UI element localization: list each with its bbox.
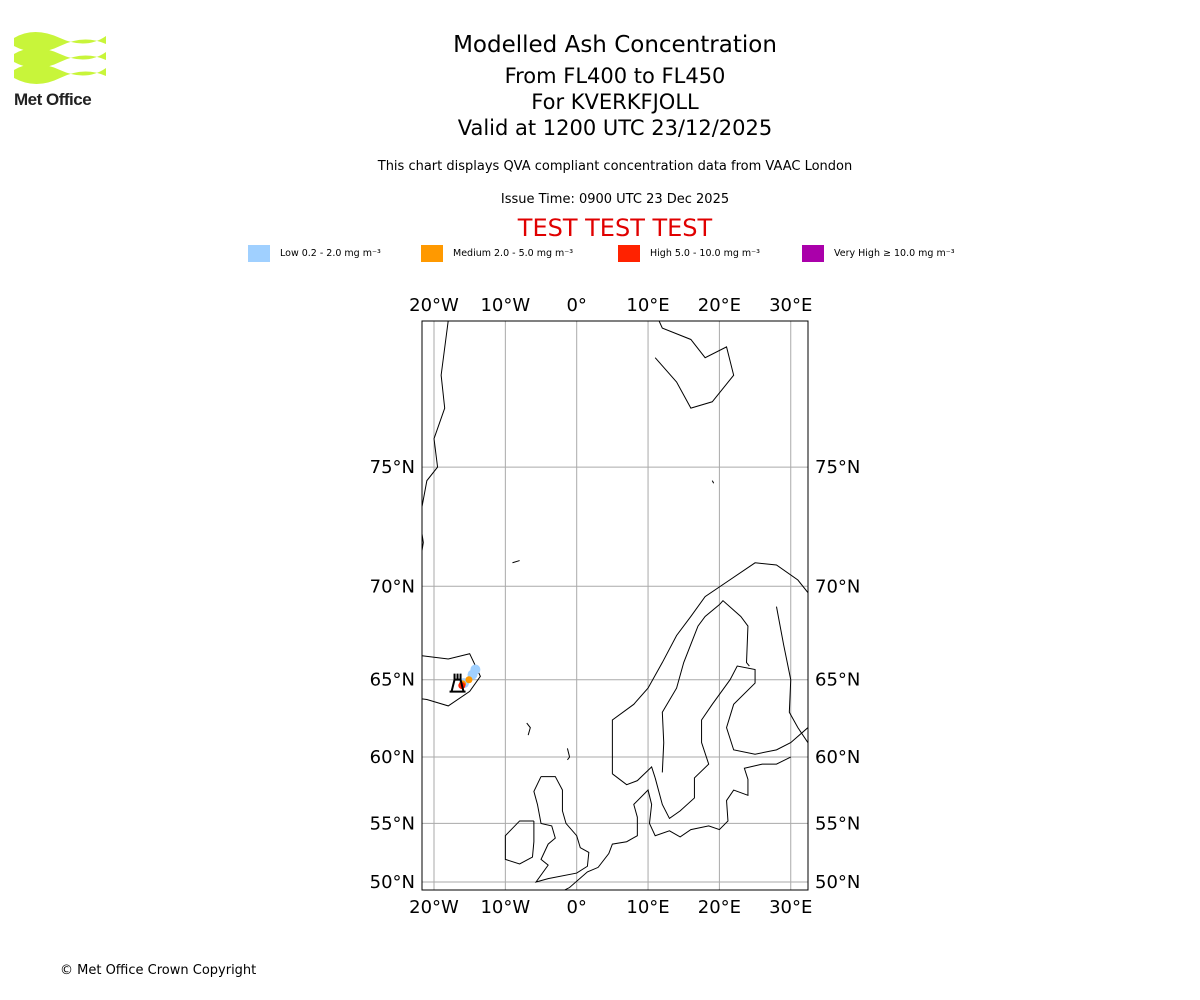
coastline-uk — [533, 776, 590, 883]
legend-label: Low 0.2 - 2.0 mg m⁻³ — [280, 248, 381, 259]
lat-tick-label: 60°N — [370, 747, 415, 768]
legend-swatch — [421, 245, 443, 262]
coastline-svalbard — [654, 321, 735, 409]
issue-time: Issue Time: 0900 UTC 23 Dec 2025 — [500, 192, 730, 207]
lon-tick-label: 20°E — [698, 897, 741, 918]
legend-swatch — [802, 245, 824, 262]
volcano-name: For KVERKFJOLL — [531, 90, 699, 114]
coastline-iceland — [422, 653, 481, 707]
logo-text: Met Office — [14, 90, 92, 109]
legend-swatch — [248, 245, 270, 262]
coastline-sweden — [654, 665, 808, 820]
chart-title: Modelled Ash Concentration — [453, 32, 777, 58]
lon-tick-label: 30°E — [769, 897, 812, 918]
lon-tick-label: 10°W — [480, 295, 530, 316]
coastline-greenland — [422, 321, 449, 554]
legend-label: Very High ≥ 10.0 mg m⁻³ — [834, 248, 955, 259]
lat-tick-label: 70°N — [370, 576, 415, 597]
legend-item-high: High 5.0 - 10.0 mg m⁻³ — [618, 245, 760, 262]
lat-tick-label: 75°N — [815, 457, 860, 478]
copyright: © Met Office Crown Copyright — [60, 963, 257, 978]
ash-cell-medium — [465, 676, 473, 684]
coastline-borders2 — [661, 604, 720, 773]
description: This chart displays QVA compliant concen… — [377, 159, 853, 174]
legend-label: Medium 2.0 - 5.0 mg m⁻³ — [453, 248, 574, 259]
lon-tick-label: 10°W — [480, 897, 530, 918]
lat-tick-label: 55°N — [370, 813, 415, 834]
lat-tick-label: 65°N — [370, 670, 415, 691]
lat-tick-label: 50°N — [370, 872, 415, 893]
lon-tick-label: 20°W — [409, 897, 459, 918]
valid-time: Valid at 1200 UTC 23/12/2025 — [457, 116, 773, 140]
coastline-borders3 — [775, 606, 808, 743]
legend-swatch — [618, 245, 640, 262]
test-banner: TEST TEST TEST — [517, 214, 713, 242]
lat-tick-label: 50°N — [815, 872, 860, 893]
lat-tick-label: 65°N — [815, 670, 860, 691]
map-frame — [421, 320, 809, 891]
lon-tick-label: 30°E — [769, 295, 812, 316]
coastline-bear — [711, 480, 715, 484]
coastline-borders — [719, 599, 750, 667]
met-office-logo — [14, 32, 106, 84]
volcano-icon — [449, 673, 466, 693]
lat-tick-label: 55°N — [815, 813, 860, 834]
lon-tick-label: 20°E — [698, 295, 741, 316]
lon-tick-label: 20°W — [409, 295, 459, 316]
legend-label: High 5.0 - 10.0 mg m⁻³ — [650, 248, 760, 259]
lon-tick-label: 0° — [566, 295, 586, 316]
lon-tick-label: 10°E — [626, 295, 669, 316]
lat-tick-label: 60°N — [815, 747, 860, 768]
lat-tick-label: 70°N — [815, 576, 860, 597]
flight-levels: From FL400 to FL450 — [504, 64, 726, 88]
coastline-shetland — [566, 748, 571, 761]
lon-tick-label: 10°E — [626, 897, 669, 918]
coastline-jan — [512, 560, 520, 564]
coastline-scandinavia — [611, 562, 808, 774]
coastline-europe — [563, 756, 791, 890]
legend-item-medium: Medium 2.0 - 5.0 mg m⁻³ — [421, 245, 573, 262]
legend-item-low: Low 0.2 - 2.0 mg m⁻³ — [248, 245, 381, 262]
legend-item-very-high: Very High ≥ 10.0 mg m⁻³ — [802, 245, 955, 262]
lon-tick-label: 0° — [566, 897, 586, 918]
coastline-norway_s — [612, 765, 656, 786]
coastline-faroes — [526, 722, 531, 736]
lat-tick-label: 75°N — [370, 457, 415, 478]
coastline-ireland — [504, 820, 535, 865]
